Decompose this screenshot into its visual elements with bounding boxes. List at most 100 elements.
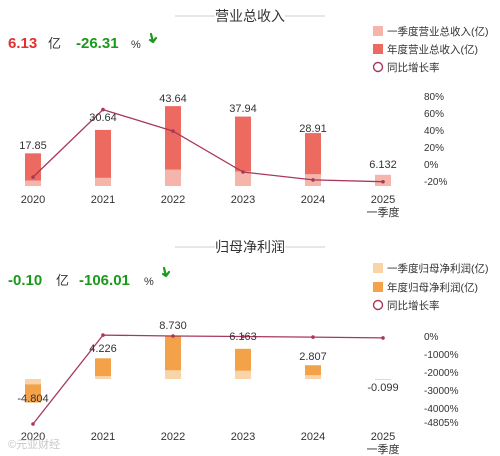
revenue-data-labels: 17.85 30.64 43.64 37.94 28.91 6.132 (19, 93, 397, 171)
legend-label-q1: 一季度归母净利润(亿) (387, 262, 489, 275)
profit-y2-axis: 0% -1000% -2000% -3000% -4000% -4805% (424, 332, 459, 429)
growth-point-2022 (171, 129, 175, 133)
legend-label-q1: 一季度营业总收入(亿) (387, 25, 489, 38)
bar-q1-2021 (95, 178, 111, 186)
x-tick-label: 2023 (231, 194, 255, 206)
legend-label-growth: 同比增长率 (387, 61, 440, 74)
x-tick-label: 2020 (21, 194, 45, 206)
bar-year-2021 (95, 130, 111, 186)
legend-marker-growth (374, 63, 383, 72)
x-tick-label: 2024 (301, 431, 325, 443)
growth-point-2025 (381, 336, 385, 340)
down-arrow-icon (163, 268, 169, 276)
growth-point-2024 (311, 178, 315, 182)
profit-change-value: -106.01 (79, 272, 130, 289)
y2-tick-label: 0% (424, 160, 439, 171)
legend-swatch-year (373, 44, 383, 54)
profit-title: 归母净利润 (215, 239, 285, 255)
revenue-panel: 营业总收入 6.13 亿 -26.31 % 一季度营业总收入(亿) 年度营业总收… (8, 8, 489, 219)
legend-marker-growth (374, 301, 383, 310)
bar-q1-2022 (165, 170, 181, 186)
growth-point-2020 (31, 175, 35, 179)
legend-label-year: 年度归母净利润(亿) (387, 281, 478, 294)
data-label-2021: 4.226 (89, 343, 117, 355)
x-tick-sublabel: 一季度 (367, 442, 400, 456)
y2-tick-label: 80% (424, 92, 444, 103)
revenue-change-value: -26.31 (76, 35, 119, 52)
x-tick-label: 2023 (231, 431, 255, 443)
legend-swatch-year (373, 282, 383, 292)
profit-bars (25, 336, 391, 402)
profit-legend: 一季度归母净利润(亿) 年度归母净利润(亿) 同比增长率 (373, 262, 489, 312)
data-label-2023: 37.94 (229, 103, 257, 115)
growth-point-2021 (101, 108, 105, 112)
data-label-2022: 43.64 (159, 93, 187, 105)
legend-label-year: 年度营业总收入(亿) (387, 43, 478, 56)
y2-tick-label: 0% (424, 332, 439, 343)
growth-point-2023 (241, 170, 245, 174)
data-label-2022: 8.730 (159, 320, 187, 332)
x-tick-label: 2022 (161, 431, 185, 443)
y2-tick-label: -3000% (424, 386, 459, 397)
revenue-title: 营业总收入 (215, 8, 285, 24)
revenue-legend: 一季度营业总收入(亿) 年度营业总收入(亿) 同比增长率 (373, 25, 489, 74)
revenue-change-unit: % (131, 39, 141, 51)
x-tick-sublabel: 一季度 (367, 205, 400, 219)
legend-label-growth: 同比增长率 (387, 299, 440, 312)
x-tick-label: 2025 (371, 194, 395, 206)
legend-swatch-q1 (373, 263, 383, 273)
x-tick-label: 2024 (301, 194, 325, 206)
profit-data-labels: -4.804 4.226 8.730 6.163 2.807 -0.099 (17, 320, 398, 405)
data-label-2025: -0.099 (367, 382, 398, 394)
bar-q1-2024 (305, 375, 321, 379)
data-label-2021: 30.64 (89, 112, 117, 124)
y2-tick-label: -1000% (424, 350, 459, 361)
data-label-2020: -4.804 (17, 393, 48, 405)
data-label-2025: 6.132 (369, 159, 397, 171)
growth-point-2025 (381, 180, 385, 184)
revenue-y2-axis: 80% 60% 40% 20% 0% -20% (424, 92, 447, 188)
revenue-growth-line (31, 108, 385, 184)
watermark: ©元亚财经 (8, 437, 60, 451)
growth-point-2021 (101, 333, 105, 337)
profit-headline-unit: 亿 (56, 273, 69, 288)
revenue-bars (25, 106, 391, 186)
y2-tick-label: 20% (424, 143, 444, 154)
bar-q1-2020 (25, 181, 41, 186)
data-label-2023: 6.163 (229, 331, 257, 343)
y2-tick-label: -4805% (424, 418, 459, 429)
profit-change-unit: % (144, 276, 154, 288)
x-tick-label: 2022 (161, 194, 185, 206)
profit-headline-value: -0.10 (8, 272, 42, 289)
growth-line-path (33, 110, 383, 182)
bar-q1-2020 (25, 379, 41, 384)
bar-q1-2023 (235, 371, 251, 379)
revenue-headline-value: 6.13 (8, 35, 37, 52)
y2-tick-label: 60% (424, 109, 444, 120)
bar-year-2021 (95, 358, 111, 379)
growth-line-path (33, 335, 383, 424)
down-arrow-icon (150, 34, 156, 42)
legend-swatch-q1 (373, 26, 383, 36)
bar-q1-2021 (95, 376, 111, 379)
profit-panel: 归母净利润 -0.10 亿 -106.01 % 一季度归母净利润(亿) 年度归母… (8, 239, 489, 456)
x-tick-label: 2021 (91, 431, 115, 443)
x-tick-label: 2025 (371, 431, 395, 443)
bar-q1-2025 (375, 379, 391, 380)
data-label-2020: 17.85 (19, 140, 47, 152)
data-label-2024: 28.91 (299, 123, 327, 135)
revenue-headline-unit: 亿 (48, 36, 61, 51)
y2-tick-label: -4000% (424, 404, 459, 415)
y2-tick-label: -2000% (424, 368, 459, 379)
profit-growth-line (31, 333, 385, 426)
growth-point-2024 (311, 335, 315, 339)
bar-q1-2022 (165, 370, 181, 379)
x-tick-label: 2021 (91, 194, 115, 206)
growth-point-2020 (31, 422, 35, 426)
y2-tick-label: -20% (424, 177, 447, 188)
y2-tick-label: 40% (424, 126, 444, 137)
data-label-2024: 2.807 (299, 351, 327, 363)
